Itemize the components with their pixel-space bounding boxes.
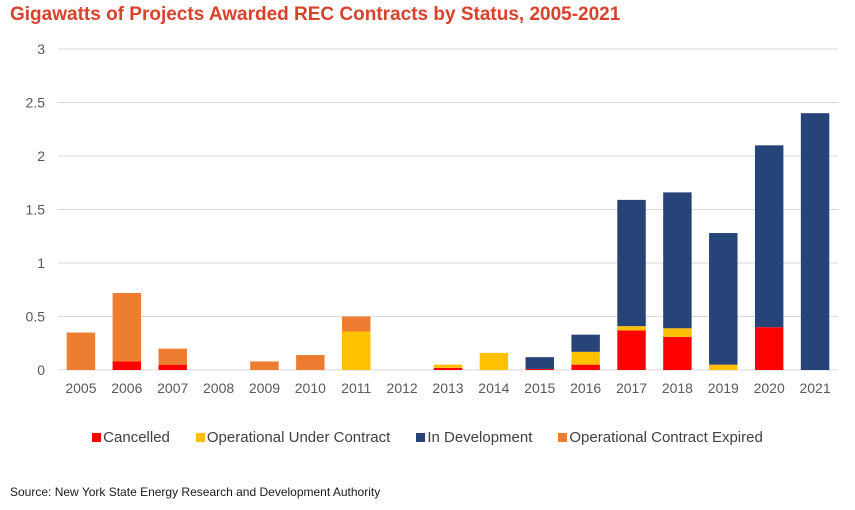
bar-operational-under-contract-2019 [709,364,738,370]
legend: Cancelled Operational Under Contract In … [0,429,855,446]
x-tick-label: 2020 [754,380,785,396]
bar-operational-contract-expired-2006 [112,292,142,362]
bar-cancelled-2020 [754,327,784,370]
y-tick-label: 2 [37,148,45,164]
bar-cancelled-2016 [571,364,600,370]
bar-cancelled-2017 [617,330,646,370]
x-tick-label: 2008 [203,380,234,396]
bar-in-development-2021 [800,113,830,370]
legend-label-operational-under-contract: Operational Under Contract [206,429,391,446]
y-tick-label: 2.5 [26,95,46,111]
bar-in-development-2015 [525,357,554,369]
bar-cancelled-2013 [433,367,463,370]
bar-operational-under-contract-2017 [617,326,646,331]
x-tick-label: 2014 [478,380,509,396]
legend-item-operational-under-contract: Operational Under Contract [195,429,391,446]
bar-operational-contract-expired-2009 [250,361,279,370]
x-tick-label: 2007 [157,380,188,396]
bar-operational-contract-expired-2007 [158,348,187,365]
bar-operational-contract-expired-2005 [66,332,96,370]
bar-operational-contract-expired-2010 [296,355,325,370]
bar-in-development-2020 [754,145,784,328]
legend-swatch-operational-under-contract [195,433,205,442]
x-axis-ticks: 2005 2006 2007 2008 2009 2010 2011 2012 2013 2014… [65,380,830,396]
bar-operational-under-contract-2013 [433,364,463,368]
x-tick-label: 2010 [295,380,326,396]
bar-operational-under-contract-2014 [479,352,509,370]
y-tick-label: 0 [37,362,45,378]
bar-cancelled-2018 [663,336,692,370]
legend-swatch-in-development [416,433,426,442]
x-tick-label: 2016 [570,380,601,396]
x-tick-label: 2019 [708,380,739,396]
y-tick-label: 1 [37,255,45,271]
bar-in-development-2017 [617,199,646,327]
chart-title: Gigawatts of Projects Awarded REC Contra… [10,4,621,25]
bar-in-development-2018 [663,192,692,329]
chart-plot: 00.511.522.53 2005 2006 2007 2008 2009 2010 20… [26,41,838,396]
bar-in-development-2019 [709,233,738,365]
x-tick-label: 2011 [341,380,371,396]
legend-item-in-development: In Development [416,429,532,446]
y-tick-label: 0.5 [26,309,46,325]
bars [66,113,830,370]
legend-swatch-cancelled [92,433,102,442]
bar-cancelled-2007 [158,364,187,370]
x-tick-label: 2006 [111,380,142,396]
bar-cancelled-2006 [112,361,142,370]
bar-cancelled-2015 [525,368,554,370]
y-tick-label: 3 [37,41,45,57]
x-tick-label: 2021 [799,380,830,396]
legend-item-cancelled: Cancelled [92,429,170,446]
x-tick-label: 2005 [65,380,96,396]
legend-item-operational-contract-expired: Operational Contract Expired [558,429,763,446]
bar-in-development-2016 [571,334,600,352]
x-tick-label: 2012 [387,380,418,396]
bar-operational-under-contract-2016 [571,351,600,365]
x-tick-label: 2018 [662,380,693,396]
x-tick-label: 2017 [616,380,647,396]
x-tick-label: 2009 [249,380,280,396]
source-note: Source: New York State Energy Research a… [10,485,381,499]
x-tick-label: 2015 [524,380,555,396]
legend-label-operational-contract-expired: Operational Contract Expired [569,429,763,446]
legend-label-in-development: In Development [427,429,533,446]
x-tick-label: 2013 [432,380,463,396]
bar-operational-under-contract-2011 [342,331,371,370]
legend-label-cancelled: Cancelled [103,429,170,446]
bar-operational-under-contract-2018 [663,328,692,337]
y-axis-ticks: 0 0.5 1 1.5 2 2.5 3 [26,41,46,378]
legend-swatch-operational-contract-expired [558,433,568,442]
y-tick-label: 1.5 [26,202,46,218]
bar-operational-contract-expired-2011 [342,316,371,332]
